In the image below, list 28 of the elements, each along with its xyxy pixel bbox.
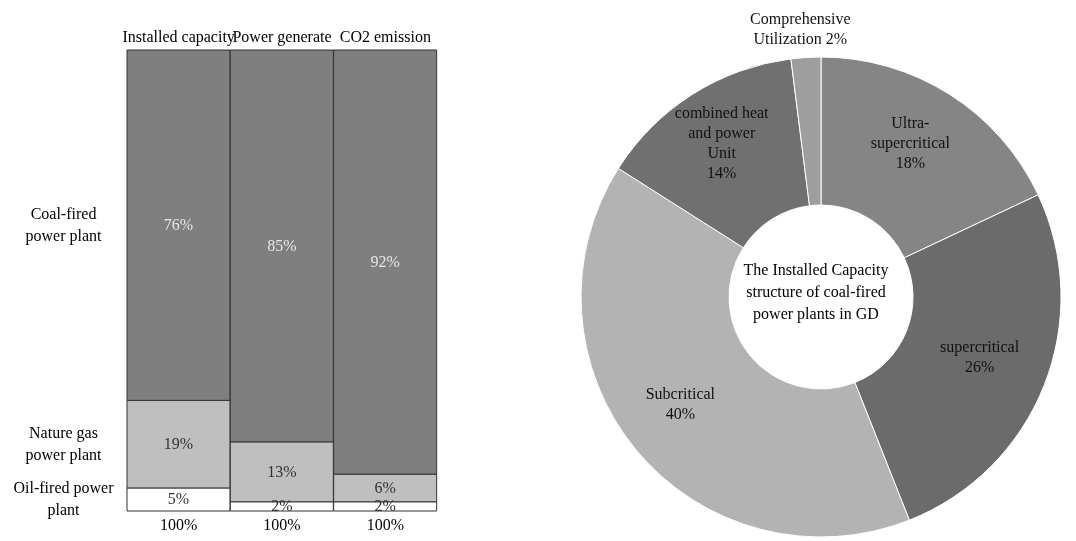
data-label: 76% <box>163 216 194 234</box>
data-label: 6% <box>374 478 396 496</box>
data-label: 92% <box>370 253 400 271</box>
data-label: 2% <box>374 497 396 515</box>
x-tick-label: Installed capacity <box>122 28 235 46</box>
data-label: 13% <box>267 462 297 480</box>
data-label: 19% <box>163 435 194 453</box>
slice-label: supercritical <box>940 337 1020 356</box>
series-label: Oil-fired power plant <box>12 478 115 521</box>
data-label: 85% <box>267 236 297 254</box>
data-label: 18% <box>895 154 925 172</box>
slice-label: Ultra-supercritical <box>870 114 951 153</box>
series-label: Nature gas power plant <box>24 423 103 466</box>
total-label: 100% <box>366 516 404 534</box>
total-label: 100% <box>160 516 198 534</box>
x-tick-label: CO2 emission <box>339 28 431 45</box>
slice-label: combined heat and power Unit <box>674 104 770 162</box>
data-label: 40% <box>665 405 696 423</box>
data-label: 14% <box>707 164 737 182</box>
x-tick-label: Power generate <box>232 28 332 46</box>
total-label: 100% <box>263 516 301 534</box>
text: The Installed Capacity structure of coal-fired power plants in GD <box>742 260 890 325</box>
slice-label: Comprehensive Utilization 2% <box>750 10 851 47</box>
slice-label: Subcritical <box>645 385 716 403</box>
data-label: 2% <box>271 497 293 515</box>
data-label: 26% <box>964 357 995 375</box>
series-label: Coal-fired power plant <box>24 204 103 247</box>
data-label: 5% <box>167 490 190 508</box>
